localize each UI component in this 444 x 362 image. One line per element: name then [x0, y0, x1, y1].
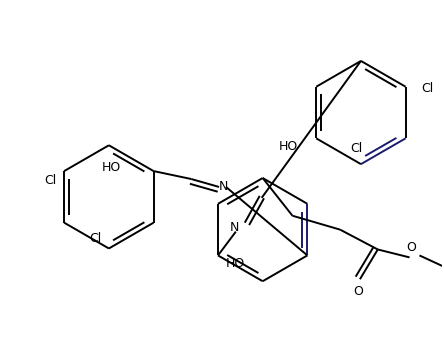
Text: O: O: [407, 241, 416, 254]
Text: N: N: [230, 221, 240, 234]
Text: Cl: Cl: [350, 142, 362, 155]
Text: Cl: Cl: [44, 174, 56, 188]
Text: O: O: [353, 285, 363, 298]
Text: Cl: Cl: [421, 82, 434, 95]
Text: Cl: Cl: [89, 232, 101, 245]
Text: HO: HO: [225, 257, 245, 270]
Text: N: N: [218, 180, 228, 193]
Text: HO: HO: [279, 140, 298, 153]
Text: HO: HO: [102, 161, 122, 174]
